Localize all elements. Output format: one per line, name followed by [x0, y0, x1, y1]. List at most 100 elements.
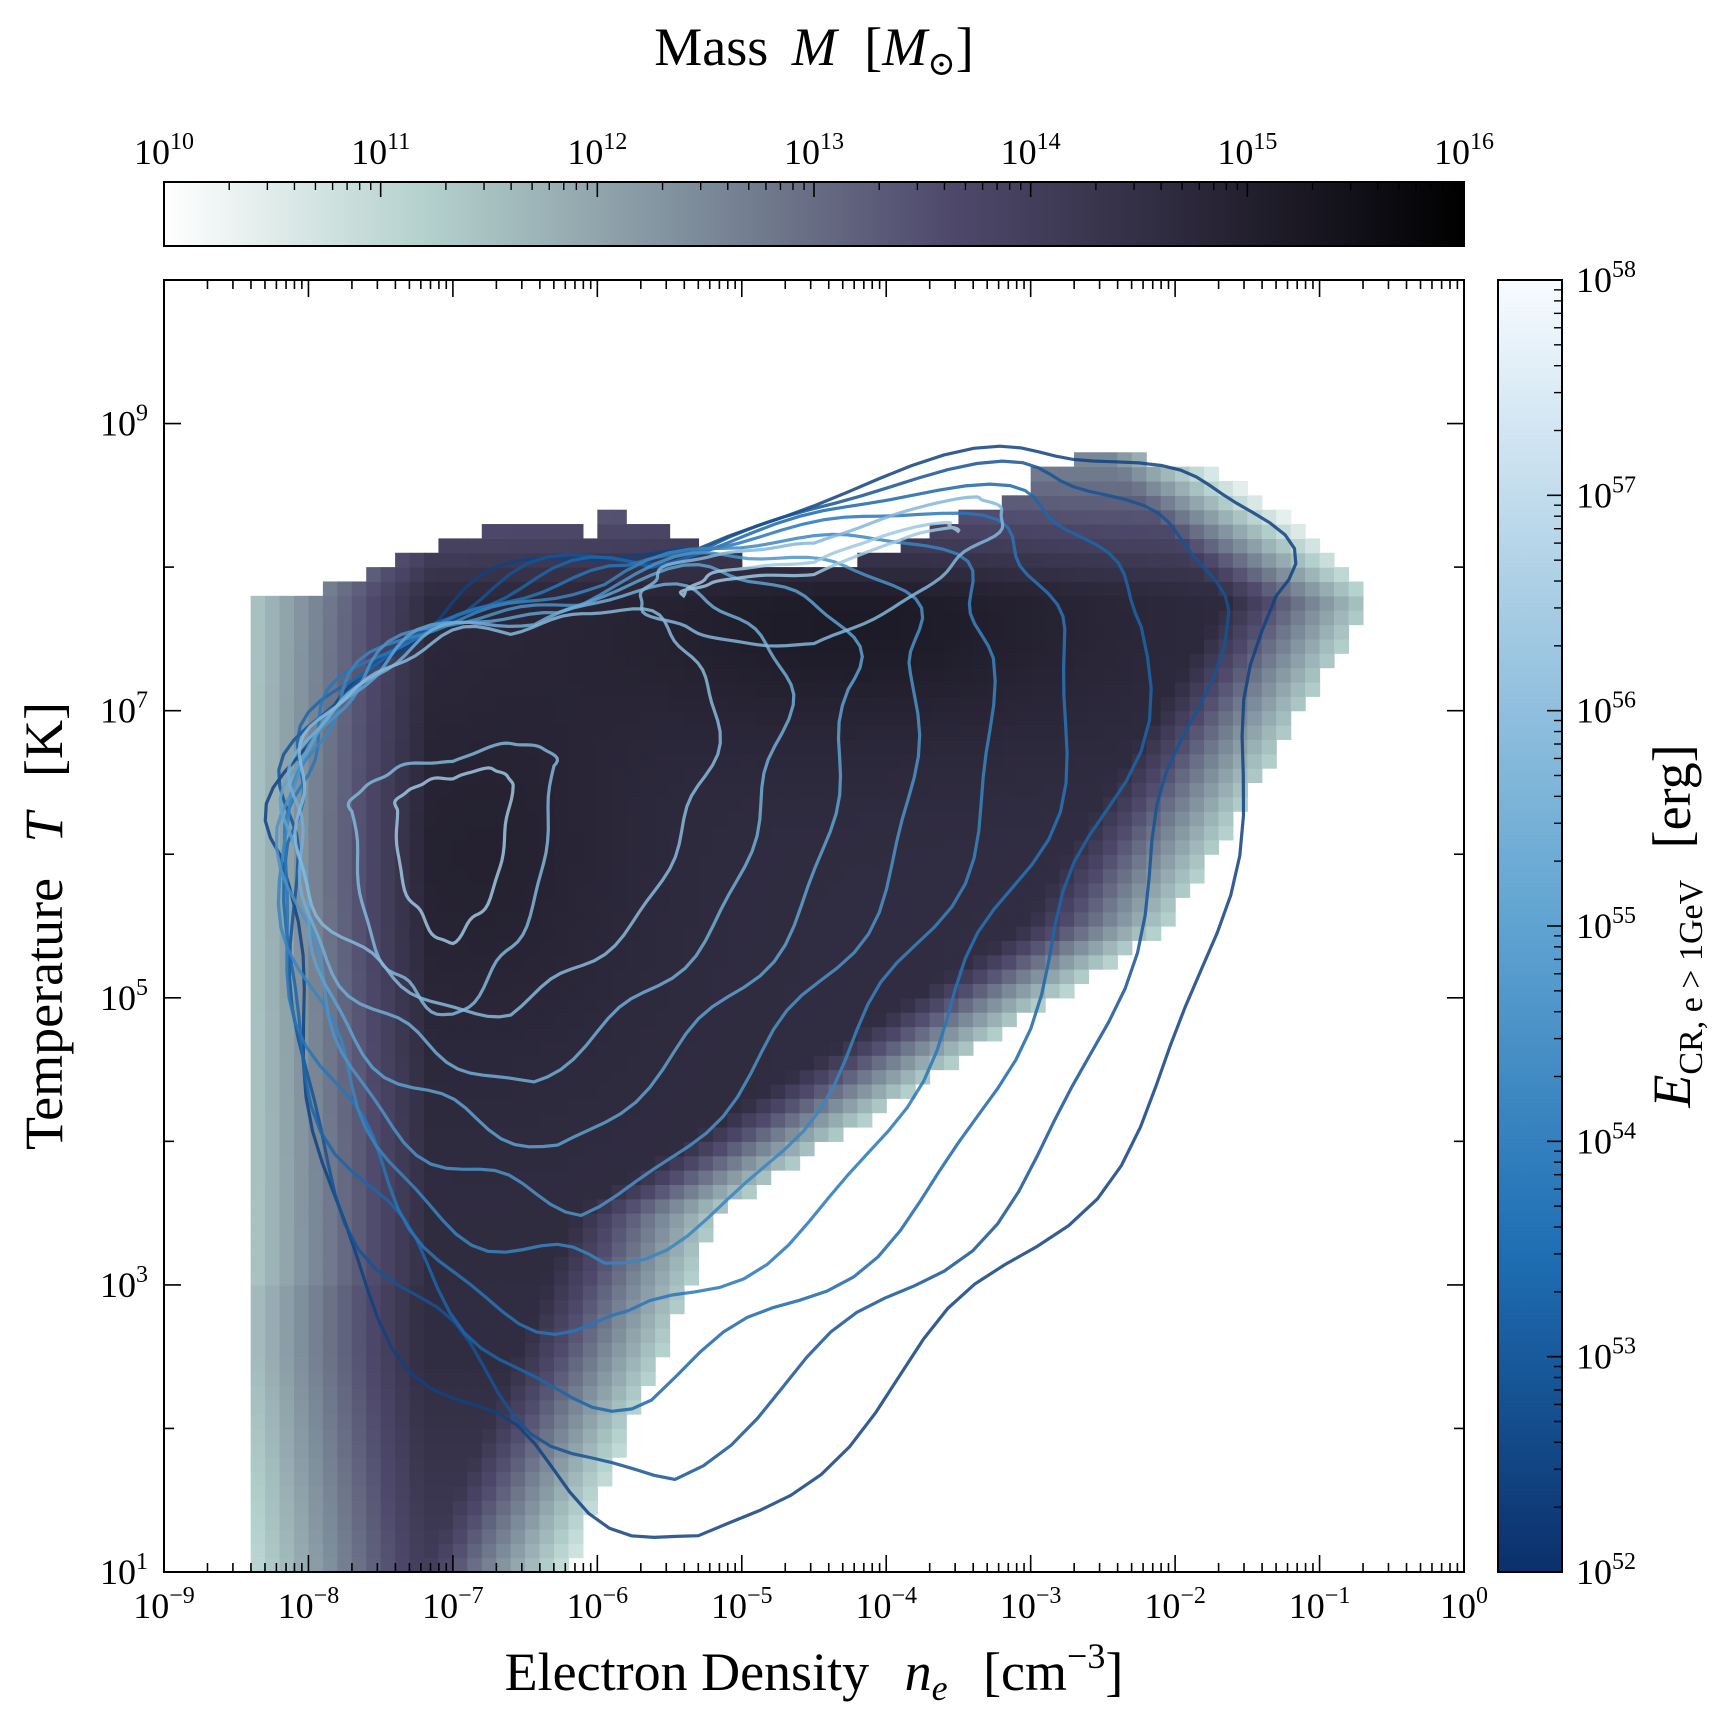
- heatmap-cell: [250, 725, 266, 740]
- heatmap-cell: [366, 1528, 382, 1544]
- heatmap-cell: [452, 839, 468, 855]
- heatmap-cell: [770, 1055, 786, 1071]
- heatmap-cell: [539, 1012, 555, 1028]
- heatmap-cell: [597, 1141, 613, 1157]
- heatmap-cell: [929, 940, 945, 956]
- heatmap-cell: [1247, 739, 1263, 755]
- heatmap-cell: [871, 1040, 887, 1056]
- heatmap-cell: [568, 1026, 584, 1042]
- heatmap-cell: [539, 1514, 555, 1530]
- heatmap-cell: [1117, 538, 1133, 554]
- heatmap-cell: [1088, 466, 1104, 482]
- heatmap-cell: [452, 940, 468, 956]
- heatmap-cell: [1290, 624, 1306, 640]
- heatmap-cell: [611, 1299, 627, 1315]
- heatmap-cell: [929, 768, 945, 784]
- heatmap-cell: [525, 1485, 541, 1501]
- heatmap-cell: [1175, 753, 1191, 769]
- heatmap-cell: [785, 954, 801, 970]
- heatmap-cell: [308, 624, 324, 640]
- heatmap-cell: [467, 753, 483, 769]
- heatmap-cell: [886, 667, 902, 683]
- heatmap-cell: [554, 624, 570, 640]
- heatmap-cell: [467, 926, 483, 941]
- heatmap-cell: [279, 1356, 295, 1372]
- heatmap-cell: [669, 782, 685, 798]
- heatmap-cell: [944, 739, 960, 755]
- heatmap-cell: [712, 667, 728, 683]
- heatmap-cell: [380, 926, 396, 941]
- heatmap-cell: [525, 1270, 541, 1286]
- heatmap-cell: [452, 1299, 468, 1315]
- heatmap-cell: [727, 681, 743, 697]
- heatmap-cell: [568, 839, 584, 855]
- heatmap-cell: [380, 1227, 396, 1243]
- heatmap-cell: [756, 997, 772, 1013]
- heatmap-cell: [525, 1040, 541, 1056]
- heatmap-cell: [366, 1457, 382, 1473]
- heatmap-cell: [250, 1270, 266, 1286]
- heatmap-cell: [698, 796, 714, 812]
- heatmap-cell: [987, 581, 1003, 597]
- heatmap-cell: [842, 1098, 858, 1114]
- heatmap-cell: [626, 595, 642, 611]
- heatmap-cell: [929, 997, 945, 1013]
- heatmap-cell: [308, 1485, 324, 1501]
- heatmap-cell: [626, 1198, 642, 1214]
- heatmap-cell: [1088, 696, 1104, 712]
- heatmap-cell: [337, 1371, 353, 1386]
- heatmap-cell: [915, 653, 931, 669]
- heatmap-cell: [1102, 811, 1118, 827]
- heatmap-cell: [337, 839, 353, 855]
- heatmap-cell: [684, 768, 700, 784]
- heatmap-cell: [1016, 725, 1032, 740]
- heatmap-cell: [539, 696, 555, 712]
- heatmap-cell: [1232, 552, 1248, 568]
- heatmap-cell: [452, 796, 468, 812]
- heatmap-cell: [467, 897, 483, 913]
- heatmap-cell: [655, 1327, 671, 1343]
- heatmap-cell: [438, 825, 454, 841]
- heatmap-cell: [684, 782, 700, 798]
- heatmap-cell: [452, 1126, 468, 1142]
- heatmap-cell: [380, 739, 396, 755]
- heatmap-cell: [785, 882, 801, 898]
- heatmap-cell: [568, 1112, 584, 1128]
- heatmap-cell: [510, 811, 526, 827]
- heatmap-cell: [265, 1457, 281, 1473]
- heatmap-cell: [915, 897, 931, 913]
- heatmap-cell: [626, 839, 642, 855]
- heatmap-cell: [597, 768, 613, 784]
- heatmap-cell: [987, 969, 1003, 985]
- heatmap-cell: [712, 581, 728, 597]
- heatmap-cell: [727, 782, 743, 798]
- heatmap-cell: [250, 897, 266, 913]
- heatmap-cell: [568, 1141, 584, 1157]
- heatmap-cell: [265, 969, 281, 985]
- heatmap-cell: [250, 1385, 266, 1401]
- heatmap-cell: [684, 1040, 700, 1056]
- heatmap-cell: [510, 1026, 526, 1042]
- heatmap-cell: [1016, 969, 1032, 985]
- heatmap-cell: [1016, 882, 1032, 898]
- heatmap-cell: [438, 1227, 454, 1243]
- heatmap-cell: [770, 1126, 786, 1142]
- heatmap-cell: [294, 1184, 310, 1200]
- heatmap-cell: [842, 868, 858, 884]
- heatmap-cell: [438, 1457, 454, 1473]
- heatmap-cell: [250, 1399, 266, 1415]
- heatmap-cell: [395, 1385, 411, 1401]
- heatmap-cell: [452, 1342, 468, 1358]
- heatmap-cell: [741, 911, 757, 927]
- heatmap-cell: [467, 667, 483, 683]
- heatmap-cell: [987, 825, 1003, 841]
- heatmap-cell: [944, 667, 960, 683]
- heatmap-cell: [1059, 983, 1075, 999]
- heatmap-cell: [814, 624, 830, 640]
- heatmap-cell: [1131, 509, 1147, 525]
- heatmap-cell: [741, 653, 757, 669]
- heatmap-cell: [611, 1098, 627, 1114]
- heatmap-cell: [250, 768, 266, 784]
- heatmap-cell: [1074, 667, 1090, 683]
- heatmap-cell: [452, 1428, 468, 1444]
